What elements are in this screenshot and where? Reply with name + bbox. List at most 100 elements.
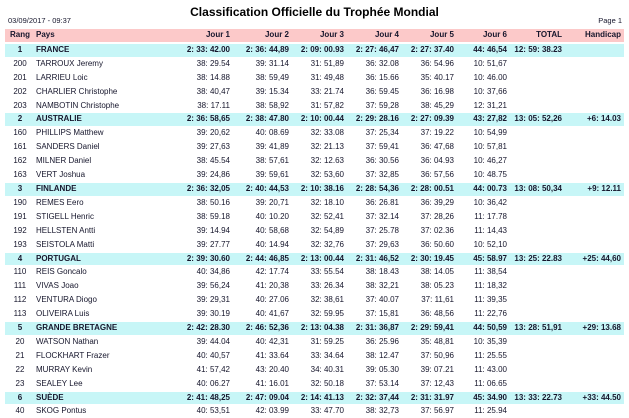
rider-row: 201 LARRIEU Loic 38: 14.88 38: 59,49 31: 49,… [5, 71, 624, 86]
jour5-cell: 37: 12,43 [402, 377, 457, 392]
rank-cell: 40 [5, 404, 35, 418]
handicap-cell [565, 265, 624, 281]
jour5-cell: 37: 56.97 [402, 404, 457, 418]
jour4-cell: 38: 32,73 [347, 404, 402, 418]
jour1-cell: 38: 17.11 [175, 99, 233, 114]
jour4-cell: 37: 15,81 [347, 307, 402, 323]
total-cell [510, 210, 565, 225]
total-cell [510, 224, 565, 239]
jour3-cell: 32: 50.18 [292, 377, 347, 392]
jour1-cell: 38: 29.54 [175, 57, 233, 72]
name-cell: REIS Goncalo [35, 265, 175, 281]
jour6-cell: 10: 52,10 [457, 238, 510, 253]
rank-cell: 113 [5, 307, 35, 323]
total-cell [510, 71, 565, 86]
jour5-cell: 37: 19.22 [402, 126, 457, 142]
column-header-jour5: Jour 5 [402, 29, 457, 44]
rider-row: 112 VENTURA Diogo 39: 29,31 40: 27.06 32: 38… [5, 293, 624, 309]
total-cell [510, 307, 565, 323]
jour2-cell: 41: 20,38 [233, 279, 292, 295]
rider-row: 190 REMES Eero 38: 50.16 39: 20,71 32: 18.10… [5, 196, 624, 211]
jour5-cell: 2: 30: 19.45 [402, 252, 457, 267]
jour3-cell: 33: 34.64 [292, 349, 347, 364]
jour4-cell: 37: 59,41 [347, 140, 402, 156]
jour6-cell: 11: 39,35 [457, 293, 510, 309]
jour3-cell: 31: 59.25 [292, 335, 347, 350]
name-cell: OLIVEIRA Luis [35, 307, 175, 323]
handicap-cell [565, 154, 624, 170]
jour3-cell: 32: 21.13 [292, 140, 347, 156]
jour3-cell: 33: 26.34 [292, 279, 347, 295]
jour6-cell: 11: 43.00 [457, 363, 510, 378]
handicap-cell: +9: 12.11 [565, 182, 624, 197]
jour2-cell: 2: 47: 09.04 [233, 391, 292, 406]
jour4-cell: 36: 32.08 [347, 57, 402, 72]
handicap-cell [565, 71, 624, 86]
jour6-cell: 10: 46.00 [457, 71, 510, 86]
total-cell [510, 99, 565, 114]
jour1-cell: 38: 40,47 [175, 85, 233, 100]
jour2-cell: 40: 08.69 [233, 126, 292, 142]
handicap-cell: +25: 44,60 [565, 252, 624, 267]
jour5-cell: 37: 28,26 [402, 210, 457, 225]
rank-cell: 202 [5, 85, 35, 100]
name-cell: REMES Eero [35, 196, 175, 211]
jour1-cell: 38: 59.18 [175, 210, 233, 225]
jour2-cell: 43: 20.40 [233, 363, 292, 378]
jour5-cell: 2: 31: 31.97 [402, 391, 457, 406]
column-header-handicap: Handicap [565, 29, 624, 44]
total-cell [510, 335, 565, 350]
total-cell [510, 265, 565, 281]
jour4-cell: 36: 15.66 [347, 71, 402, 86]
jour6-cell: 11: 18,32 [457, 279, 510, 295]
rank-cell: 2 [5, 112, 35, 128]
handicap-cell [565, 238, 624, 253]
column-header-total: TOTAL [510, 29, 565, 44]
jour1-cell: 39: 20,62 [175, 126, 233, 142]
column-header-jour2: Jour 2 [233, 29, 292, 44]
rank-cell: 200 [5, 57, 35, 72]
name-cell: MURRAY Kevin [35, 363, 175, 378]
jour6-cell: 11: 22,76 [457, 307, 510, 323]
total-cell [510, 349, 565, 364]
jour6-cell: 45: 34.90 [457, 391, 510, 406]
jour2-cell: 40: 41,67 [233, 307, 292, 323]
jour5-cell: 35: 40.17 [402, 71, 457, 86]
jour6-cell: 10: 46,27 [457, 154, 510, 170]
jour3-cell: 32: 32,76 [292, 238, 347, 253]
jour2-cell: 39: 15.34 [233, 85, 292, 100]
jour4-cell: 37: 32,85 [347, 168, 402, 183]
rank-cell: 112 [5, 293, 35, 309]
handicap-cell [565, 307, 624, 323]
total-cell [510, 279, 565, 295]
jour1-cell: 40: 06.27 [175, 377, 233, 392]
jour5-cell: 36: 39,29 [402, 196, 457, 211]
rider-row: 203 NAMBOTIN Christophe 38: 17.11 38: 58,92… [5, 99, 624, 114]
jour1-cell: 39: 24,86 [175, 168, 233, 183]
jour4-cell: 38: 18.43 [347, 265, 402, 281]
handicap-cell [565, 57, 624, 72]
jour6-cell: 10: 51,67 [457, 57, 510, 72]
name-cell: SEISTOLA Matti [35, 238, 175, 253]
rider-row: 23 SEALEY Lee 40: 06.27 41: 16.01 32: 50.18 3… [5, 377, 624, 392]
jour4-cell: 37: 25,34 [347, 126, 402, 142]
team-row: 3 FINLANDE 2: 36: 32,05 2: 40: 44,53 2: 10: … [5, 182, 624, 197]
name-cell: FLOCKHART Frazer [35, 349, 175, 364]
rank-cell: 163 [5, 168, 35, 183]
rider-row: 202 CHARLIER Christophe 38: 40,47 39: 15.34… [5, 85, 624, 100]
rider-row: 22 MURRAY Kevin 41: 57,42 43: 20.40 34: 40.3… [5, 363, 624, 378]
jour1-cell: 2: 33: 42.00 [175, 42, 233, 58]
name-cell: SANDERS Daniel [35, 140, 175, 156]
jour2-cell: 39: 31.14 [233, 57, 292, 72]
name-cell: GRANDE BRETAGNE [35, 321, 175, 336]
handicap-cell [565, 293, 624, 309]
results-table-body: 1 FRANCE 2: 33: 42.00 2: 36: 44,89 2: 09: 00… [5, 42, 624, 418]
jour3-cell: 32: 18.10 [292, 196, 347, 211]
name-cell: VIVAS Joao [35, 279, 175, 295]
jour6-cell: 11: 25.94 [457, 404, 510, 418]
jour1-cell: 2: 41: 48,25 [175, 391, 233, 406]
jour1-cell: 40: 53,51 [175, 404, 233, 418]
jour1-cell: 39: 14.94 [175, 224, 233, 239]
rider-row: 160 PHILLIPS Matthew 39: 20,62 40: 08.69 32:… [5, 126, 624, 142]
handicap-cell [565, 140, 624, 156]
